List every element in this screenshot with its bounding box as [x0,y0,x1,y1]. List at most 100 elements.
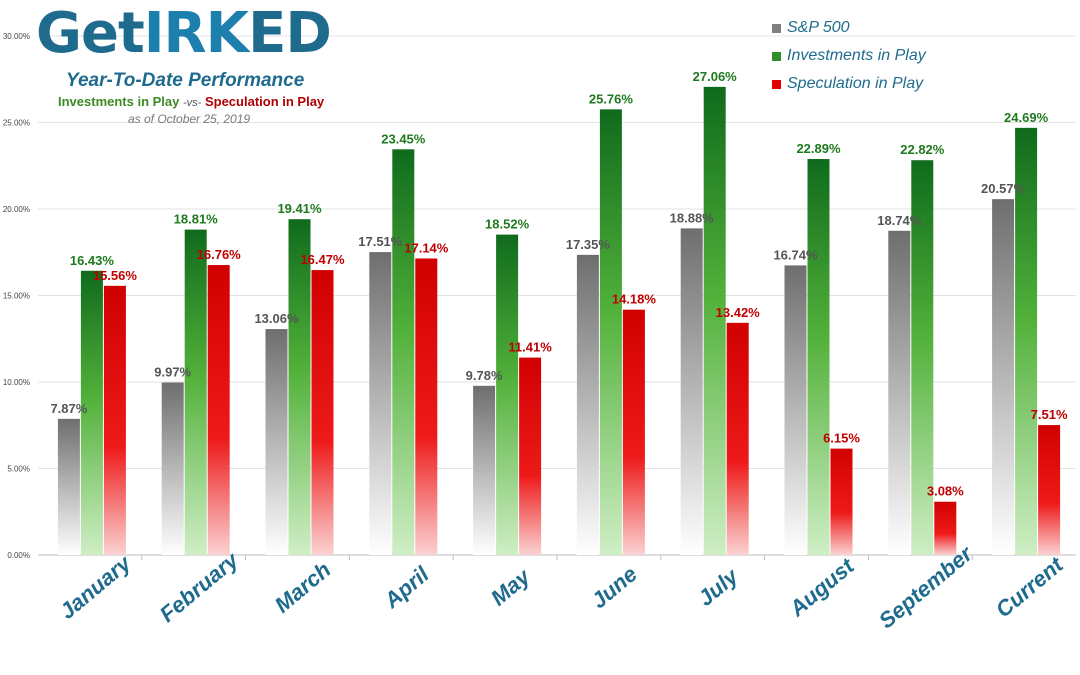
data-label-speculation: 16.76% [197,247,242,262]
legend-label: S&P 500 [787,19,850,36]
bar-sp500 [680,228,703,555]
data-label-speculation: 17.14% [404,240,449,255]
bar-speculation [519,357,542,555]
data-label-investments: 24.69% [1004,110,1049,125]
x-category-label: February [155,546,245,627]
data-label-speculation: 7.51% [1031,407,1068,422]
logo-part: ED [248,1,332,66]
bar-investments [496,234,519,555]
data-label-investments: 16.43% [70,253,115,268]
bar-speculation [103,285,126,555]
y-tick-label: 30.00% [3,32,30,41]
bar-investments [1015,127,1038,555]
x-category-label: June [586,561,641,613]
bar-investments [703,86,726,555]
data-label-sp500: 9.78% [466,368,503,383]
bar-investments [288,219,311,555]
data-label-sp500: 17.35% [566,237,611,252]
x-category-label: January [55,549,137,624]
x-category-label: April [378,561,434,614]
x-category-label: Current [991,551,1069,622]
x-category-label: May [486,563,536,611]
bar-investments [599,109,622,556]
bar-speculation [415,258,438,555]
bar-speculation [1038,425,1061,555]
bar-investments [911,160,934,556]
data-label-speculation: 13.42% [716,305,761,320]
x-category-label: March [270,557,336,618]
data-label-speculation: 16.47% [300,252,345,267]
bar-sp500 [369,252,392,555]
data-label-sp500: 20.57% [981,181,1026,196]
bar-speculation [934,501,957,555]
y-tick-label: 0.00% [7,551,30,560]
data-label-investments: 27.06% [693,69,738,84]
bar-sp500 [265,329,288,555]
subtitle-investments: Investments in Play [58,94,180,109]
x-category-label: August [784,552,860,622]
data-label-investments: 22.82% [900,142,945,157]
bar-investments [807,159,830,556]
bar-sp500 [57,418,80,555]
bar-speculation [311,270,334,555]
subtitle-vs: -vs- [183,97,202,109]
bar-sp500 [161,382,184,555]
legend-item-speculation: Speculation in Play [772,70,926,98]
y-tick-label: 5.00% [7,465,30,474]
bars [57,86,1061,556]
data-label-speculation: 11.41% [508,340,552,355]
data-label-speculation: 6.15% [823,431,860,446]
legend-label: Speculation in Play [787,75,924,92]
data-label-sp500: 18.74% [877,213,922,228]
data-label-speculation: 3.08% [927,484,964,499]
bar-sp500 [992,199,1015,555]
data-label-sp500: 17.51% [358,234,403,249]
subtitle-speculation: Speculation in Play [204,94,325,109]
x-category-label: July [693,562,744,611]
data-label-sp500: 7.87% [50,401,87,416]
data-label-sp500: 9.97% [154,365,191,380]
legend-swatch [772,23,781,33]
data-label-investments: 22.89% [796,141,841,156]
bar-sp500 [784,265,807,555]
legend: S&P 500 Investments in Play Speculation … [772,14,926,98]
y-axis: 0.00% 5.00% 10.00% 15.00% 20.00% 25.00% 30.00% [3,32,30,560]
data-label-investments: 18.81% [174,212,219,227]
data-label-sp500: 18.88% [670,210,715,225]
legend-label: Investments in Play [787,47,926,64]
y-tick-label: 20.00% [3,205,30,214]
legend-swatch [772,51,781,61]
data-label-investments: 18.52% [485,217,530,232]
bar-sp500 [888,230,911,555]
logo: GetIRKED [36,4,366,64]
bar-speculation [830,448,853,555]
bar-speculation [726,322,749,555]
bar-investments [392,149,415,555]
data-label-investments: 23.45% [381,131,426,146]
y-tick-label: 25.00% [3,119,30,128]
legend-swatch [772,79,781,89]
legend-item-investments: Investments in Play [772,42,926,70]
y-tick-label: 15.00% [3,292,30,301]
data-label-sp500: 13.06% [254,311,299,326]
data-label-speculation: 14.18% [612,292,657,307]
y-tick-label: 10.00% [3,378,30,387]
bar-speculation [622,309,645,555]
bar-investments [184,229,207,555]
data-label-investments: 25.76% [589,91,634,106]
data-label-speculation: 15.56% [93,268,138,283]
bar-sp500 [473,385,496,555]
bar-investments [80,270,103,555]
data-labels: 7.87% 16.43%15.56% 9.97% 18.81% 16.76% 13.06%… [50,69,1068,499]
logo-part: IRK [143,1,249,66]
data-label-investments: 19.41% [277,201,322,216]
bar-sp500 [576,254,599,555]
logo-part: Get [36,1,145,66]
chart-title: Year-To-Date Performance [66,70,305,91]
legend-item-sp500: S&P 500 [772,14,926,42]
brand-header: GetIRKED Year-To-Date Performance Invest… [36,4,366,127]
as-of-date: as of October 25, 2019 [128,112,251,126]
chart-subtitle: Investments in Play -vs- Speculation in … [36,94,366,109]
bar-speculation [207,265,230,555]
